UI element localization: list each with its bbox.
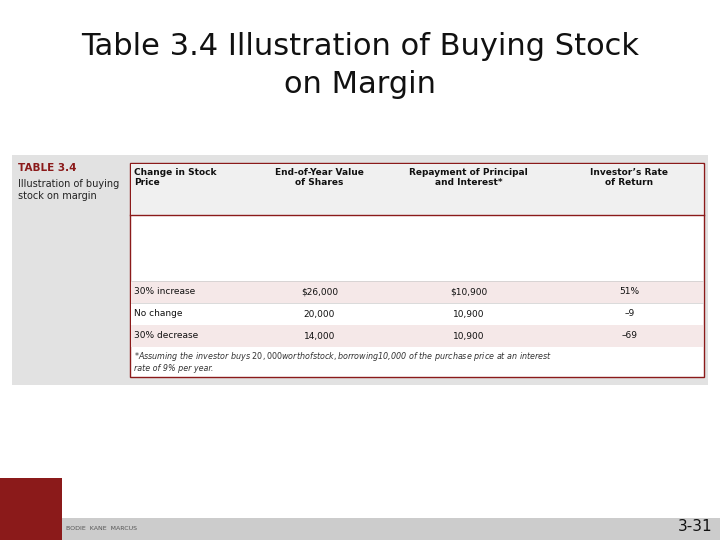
Text: 10,900: 10,900 [453, 332, 485, 341]
Text: Investor’s Rate
of Return: Investor’s Rate of Return [590, 168, 668, 187]
Text: $10,900: $10,900 [450, 287, 487, 296]
Text: Illustration of buying
stock on margin: Illustration of buying stock on margin [18, 179, 120, 200]
FancyBboxPatch shape [12, 155, 708, 385]
Text: TABLE 3.4: TABLE 3.4 [18, 163, 76, 173]
Text: 14,000: 14,000 [304, 332, 335, 341]
Text: Table 3.4 Illustration of Buying Stock
on Margin: Table 3.4 Illustration of Buying Stock o… [81, 32, 639, 99]
Text: 30% decrease: 30% decrease [134, 332, 198, 341]
FancyBboxPatch shape [131, 281, 703, 303]
Text: $26,000: $26,000 [301, 287, 338, 296]
Text: 10,900: 10,900 [453, 309, 485, 319]
FancyBboxPatch shape [0, 478, 62, 540]
FancyBboxPatch shape [131, 325, 703, 347]
FancyBboxPatch shape [131, 164, 703, 215]
Text: BODIE  KANE  MARCUS: BODIE KANE MARCUS [66, 526, 137, 531]
Text: No change: No change [134, 309, 182, 319]
Text: 51%: 51% [619, 287, 639, 296]
Text: *Assuming the investor buys $20,000 worth of stock, borrowing $10,000 of the pur: *Assuming the investor buys $20,000 wort… [134, 350, 552, 373]
Text: –69: –69 [621, 332, 637, 341]
Text: Repayment of Principal
and Interest*: Repayment of Principal and Interest* [409, 168, 528, 187]
Text: 30% increase: 30% increase [134, 287, 195, 296]
FancyBboxPatch shape [0, 518, 720, 540]
Text: –9: –9 [624, 309, 634, 319]
Text: 3-31: 3-31 [678, 519, 712, 534]
Text: End-of-Year Value
of Shares: End-of-Year Value of Shares [275, 168, 364, 187]
Text: Change in Stock
Price: Change in Stock Price [134, 168, 217, 187]
FancyBboxPatch shape [131, 303, 703, 325]
Text: 20,000: 20,000 [304, 309, 335, 319]
FancyBboxPatch shape [130, 163, 704, 377]
